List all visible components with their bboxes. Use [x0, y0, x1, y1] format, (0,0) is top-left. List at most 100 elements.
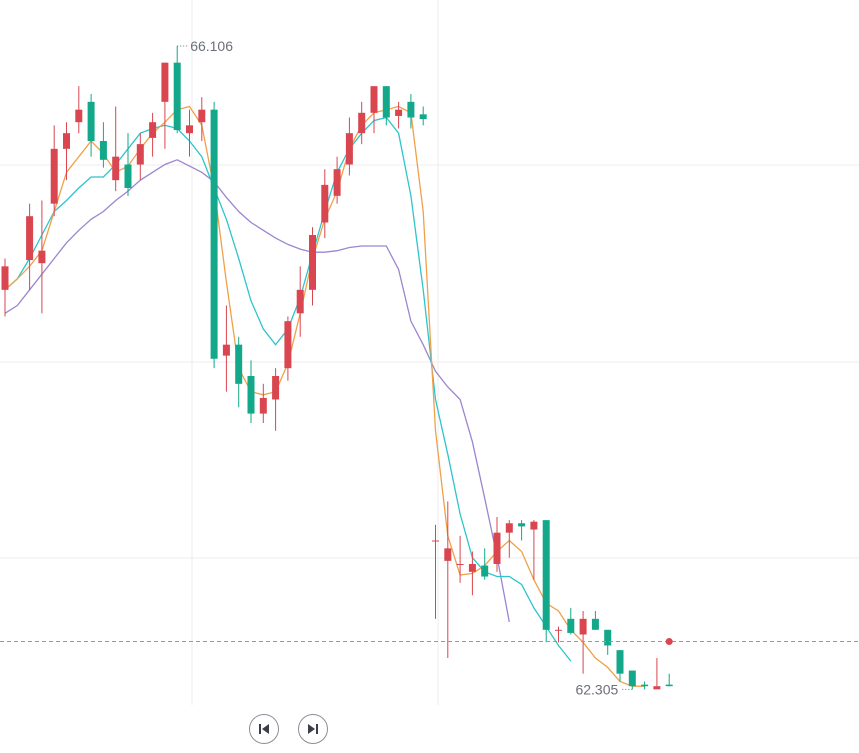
candle-body — [481, 565, 489, 577]
candle — [591, 611, 599, 630]
candle — [567, 607, 575, 635]
candle — [124, 133, 132, 196]
candle — [628, 670, 636, 690]
candle-body — [186, 125, 193, 134]
candle-body — [210, 109, 218, 359]
candle-body — [567, 618, 575, 633]
candle — [518, 520, 526, 541]
candle-body — [321, 184, 329, 223]
candle — [284, 316, 292, 381]
candle-body — [235, 344, 243, 384]
candle-body — [419, 114, 427, 120]
min-price-label: 62.305 — [575, 681, 618, 697]
candle — [468, 551, 476, 596]
candle-body — [38, 250, 46, 264]
candle — [358, 101, 366, 145]
candle — [247, 360, 255, 423]
candle — [136, 133, 144, 181]
candle-body — [136, 144, 144, 165]
candle — [530, 520, 538, 580]
candle — [222, 305, 230, 392]
candle — [259, 383, 267, 423]
candle-body — [493, 532, 501, 564]
candle — [407, 94, 415, 129]
candle-body — [284, 321, 292, 369]
candle-body — [259, 397, 267, 414]
candle-body — [124, 164, 132, 188]
candle-body — [432, 540, 439, 542]
ma-long-line — [4, 159, 510, 623]
candle — [186, 109, 193, 157]
skip-previous-icon — [259, 724, 269, 734]
candle — [63, 122, 70, 181]
candle — [395, 101, 403, 129]
candle-body — [555, 629, 562, 631]
next-button[interactable] — [298, 714, 328, 744]
candle-body — [579, 618, 587, 635]
candle — [1, 258, 9, 317]
candle — [444, 501, 452, 658]
candle — [419, 106, 427, 126]
candle — [50, 125, 58, 217]
max-price-label: 66.106 — [190, 38, 233, 54]
candle — [296, 266, 304, 337]
candle-body — [99, 141, 107, 160]
last-price-marker — [665, 638, 673, 646]
candle — [333, 156, 341, 204]
candle-body — [87, 101, 95, 141]
candle — [198, 97, 206, 141]
candle-body — [382, 86, 390, 118]
candle-body — [161, 62, 169, 102]
candles — [1, 46, 673, 690]
candle-body — [247, 376, 255, 414]
candle-body — [604, 629, 612, 646]
candle-body — [641, 684, 649, 687]
skip-next-icon — [308, 724, 318, 734]
candle-body — [616, 650, 624, 674]
candle — [75, 86, 83, 134]
candle-body — [222, 344, 230, 356]
candle-body — [542, 520, 550, 630]
candle — [321, 169, 329, 239]
candle — [542, 520, 550, 643]
candle — [555, 626, 562, 643]
candle-body — [370, 86, 378, 113]
grid — [0, 0, 859, 705]
candle-body — [198, 109, 206, 123]
candle — [616, 650, 624, 682]
candle — [235, 336, 243, 408]
candle-body — [468, 564, 476, 572]
candle-body — [530, 521, 538, 530]
candle-body — [173, 62, 181, 131]
candle-body — [345, 133, 353, 165]
candle — [370, 86, 378, 134]
candle-body — [456, 564, 464, 565]
candle — [210, 101, 218, 369]
candle — [87, 94, 95, 157]
candle — [653, 658, 661, 690]
candle — [604, 629, 612, 655]
candle — [309, 227, 316, 306]
candle — [161, 62, 169, 149]
candle — [493, 517, 501, 572]
candle — [173, 46, 181, 134]
candle-body — [309, 235, 316, 290]
candle-body — [591, 618, 599, 630]
candle — [579, 611, 587, 674]
candle-body — [26, 216, 34, 261]
candle — [149, 112, 157, 157]
candle — [26, 203, 34, 290]
candle-body — [63, 133, 70, 149]
candle — [456, 535, 464, 583]
candle — [481, 548, 489, 580]
candle — [38, 200, 46, 314]
candle-body — [149, 122, 157, 138]
candle-body — [628, 670, 636, 687]
candle-body — [444, 548, 452, 561]
previous-button[interactable] — [249, 714, 279, 744]
candle-body — [272, 376, 280, 400]
candle-body — [296, 289, 304, 314]
candle — [641, 681, 649, 690]
